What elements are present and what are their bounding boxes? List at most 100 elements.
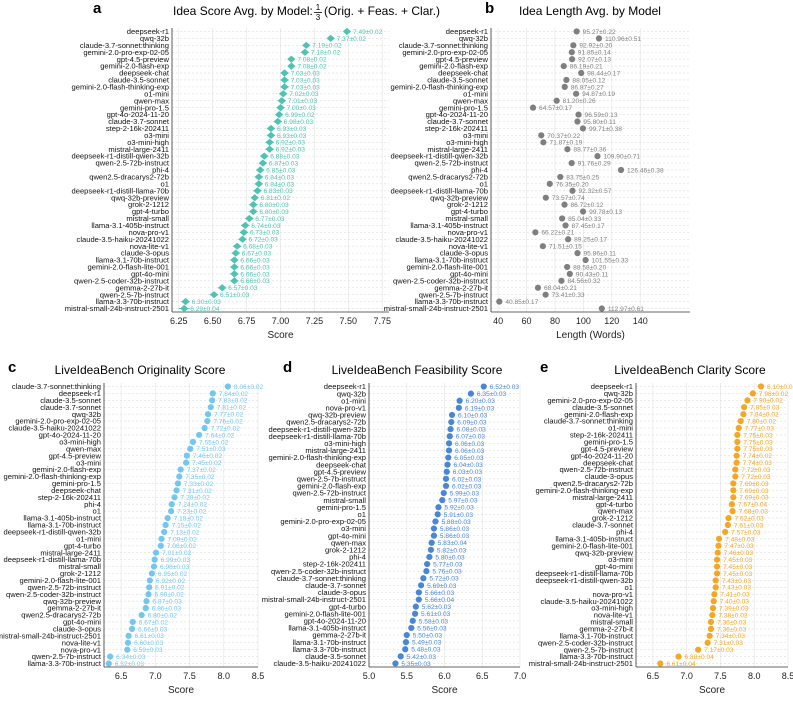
panel-letter-b: b [485, 0, 494, 17]
y-tick-label: gemini-2.0-pro-exp-02-05 [402, 48, 488, 57]
data-label: 7.09±0.02 [167, 536, 197, 543]
data-label: 6.80±0.02 [148, 612, 178, 619]
data-point [427, 546, 435, 553]
chart-panel-b: 40 60 80 100 120 140 Length (Words) deepseek-r1… [384, 27, 690, 341]
data-point [146, 584, 153, 591]
data-label: 6.67±0.02 [139, 619, 169, 626]
y-tick-label: gemini-pro-1.5 [317, 503, 366, 512]
data-point [714, 549, 721, 556]
data-label: 7.37±0.02 [337, 36, 367, 43]
data-point [594, 153, 601, 160]
data-label: 6.73±0.03 [250, 230, 280, 237]
y-tick-label: gemma-2-27b-it [434, 283, 488, 292]
data-label: 5.61±0.03 [421, 611, 451, 618]
y-tick-label: gemini-2.0-pro-exp-02-05 [15, 417, 101, 426]
data-label: 88.77±0.36 [573, 147, 606, 154]
data-point [711, 591, 718, 598]
data-label: 5.42±0.03 [407, 654, 437, 661]
data-point [456, 397, 463, 404]
y-tick-label: mistral-large-2411 [305, 446, 366, 455]
data-label: 7.69±0.03 [739, 488, 769, 495]
data-point [445, 440, 453, 447]
data-point [420, 575, 427, 582]
data-point [245, 214, 254, 223]
x-tick-label: 7.25 [306, 316, 324, 326]
x-tick-label: 120 [604, 316, 619, 326]
panel-letter-c: c [8, 359, 16, 376]
y-tick-label: gpt-4o-2024-11-20 [571, 451, 633, 460]
data-label: 7.55±0.02 [199, 439, 229, 446]
y-tick-label: claude-3.5-sonnet [305, 652, 367, 661]
data-point [176, 473, 183, 480]
data-point [740, 411, 747, 418]
x-tick-label: 7.75 [373, 316, 391, 326]
y-tick-label: gemini-2.0-flash-lite-001 [285, 609, 366, 618]
y-tick-label: deepseek-r1 [59, 389, 101, 398]
data-label: 7.03±0.03 [291, 84, 321, 91]
x-axis-label: Score [168, 685, 195, 696]
data-point [146, 577, 153, 584]
data-label: 7.08±0.02 [297, 57, 327, 64]
data-label: 5.99±0.03 [450, 490, 480, 497]
data-label: 7.39±0.03 [719, 606, 749, 613]
data-label: 76.35±0.20 [556, 181, 589, 188]
data-point [409, 617, 416, 624]
y-tick-label: gemma-2-27b-it [47, 604, 101, 613]
y-tick-label: step-2-16k-202411 [570, 431, 633, 440]
data-point [224, 383, 231, 390]
y-tick-label: deepseek-chat [119, 69, 170, 78]
data-label: 7.77±0.03 [745, 425, 775, 432]
panel-d-title: LiveIdeaBench Feasibility Score [332, 363, 503, 377]
y-tick-label: o1-mini [608, 424, 633, 433]
data-label: 7.03±0.03 [291, 70, 321, 77]
y-tick-label: gpt-4o-2024-11-20 [304, 616, 366, 625]
data-point [735, 424, 742, 432]
y-tick-label: deepseek-r1-distill-llama-70b [4, 555, 102, 564]
y-tick-label: deepseek-r1-distill-qwen-32b [3, 528, 101, 537]
y-tick-label: mistral-small [590, 618, 633, 627]
data-point [529, 104, 537, 111]
y-tick-label: qwen-2.5-7b-instruct [564, 645, 634, 654]
data-point [196, 431, 203, 439]
data-point [161, 528, 168, 536]
data-point [432, 518, 439, 525]
data-label: 6.98±0.03 [284, 119, 314, 126]
data-label: 7.28±0.02 [180, 495, 210, 502]
data-label: 7.08±0.02 [167, 543, 197, 550]
y-tick-label: o1-mini [76, 534, 101, 543]
y-tick-label: deepseek-r1-distill-llama-70b [72, 186, 170, 195]
data-point [534, 284, 542, 291]
data-label: 6.77±0.03 [255, 216, 285, 223]
data-point [732, 473, 739, 480]
y-tick-label: qwen-max [331, 538, 366, 547]
data-point [209, 397, 216, 404]
y-tick-label: gpt-4o-2024-11-20 [426, 110, 488, 119]
data-point [162, 521, 169, 529]
data-point [280, 69, 289, 77]
data-point [532, 229, 539, 236]
data-point [435, 504, 442, 511]
y-tick-label: gpt-4.5-preview [117, 55, 170, 64]
data-point [201, 424, 208, 432]
data-point [171, 494, 178, 501]
data-label: 6.84±0.03 [265, 181, 295, 188]
data-point [424, 560, 431, 568]
data-point [562, 222, 569, 229]
y-tick-label: qwen-2.5-72b-instruct [560, 465, 634, 474]
data-point [675, 653, 682, 660]
data-point [722, 528, 729, 536]
data-label: 6.52±0.03 [490, 384, 520, 391]
x-tick-label: 6.50 [204, 316, 222, 326]
y-tick-label: qwq-32b-preview [430, 193, 488, 202]
data-label: 5.66±0.03 [425, 590, 455, 597]
data-point [124, 639, 132, 646]
y-tick-label: claude-3.5-sonnet [108, 76, 170, 85]
data-label: 7.35±0.02 [185, 474, 215, 481]
data-label: 6.02±0.03 [452, 476, 482, 483]
x-tick-label: 80 [550, 316, 560, 326]
data-point [265, 145, 274, 153]
data-point [730, 487, 737, 494]
data-point [455, 404, 462, 411]
y-tick-label: nova-pro-v1 [325, 403, 366, 412]
